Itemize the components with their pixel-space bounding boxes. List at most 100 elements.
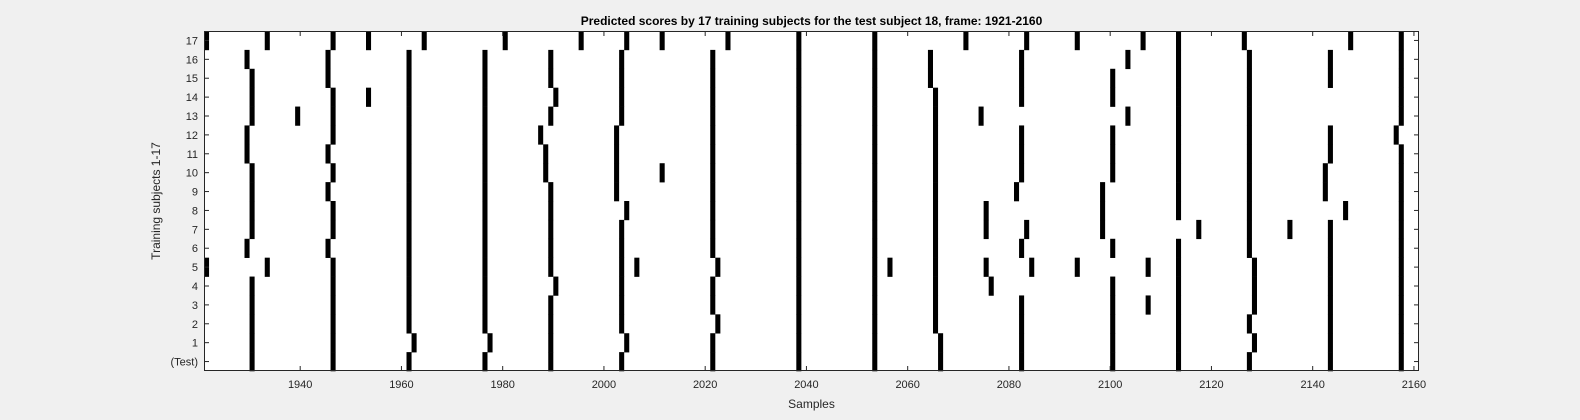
score-mark <box>715 314 721 334</box>
score-mark <box>1327 352 1333 372</box>
y-tick-label: 13 <box>186 111 198 123</box>
score-mark <box>933 295 939 315</box>
score-mark <box>1246 68 1252 88</box>
score-mark <box>1327 68 1333 88</box>
score-mark <box>1019 144 1025 164</box>
score-mark <box>1110 163 1116 183</box>
score-mark <box>244 144 250 164</box>
score-mark <box>1176 68 1182 88</box>
score-mark <box>502 31 508 51</box>
score-mark <box>330 352 336 372</box>
score-mark <box>872 49 878 70</box>
score-mark <box>482 125 488 145</box>
score-mark <box>1019 125 1025 145</box>
score-mark <box>796 238 802 258</box>
y-tick-label: 7 <box>192 224 198 236</box>
score-mark <box>249 314 255 334</box>
score-mark <box>1110 68 1116 88</box>
score-mark <box>249 87 255 107</box>
score-mark <box>710 201 716 221</box>
score-mark <box>1110 276 1116 296</box>
score-mark <box>1246 106 1252 126</box>
y-tick-label: 2 <box>192 319 198 331</box>
score-mark <box>1246 352 1252 372</box>
score-mark <box>1398 31 1404 51</box>
score-mark <box>1246 49 1252 70</box>
score-mark <box>1176 182 1182 202</box>
score-mark <box>482 68 488 88</box>
score-mark <box>1398 201 1404 221</box>
y-tick-label: 10 <box>186 168 198 180</box>
score-mark <box>1287 219 1293 240</box>
score-mark <box>1110 333 1116 353</box>
y-axis-label: Training subjects 1-17 <box>149 142 163 260</box>
score-mark <box>1327 333 1333 353</box>
score-mark <box>330 201 336 221</box>
score-mark <box>710 163 716 183</box>
score-mark <box>710 106 716 126</box>
score-mark <box>553 87 559 107</box>
score-mark <box>406 352 412 372</box>
score-mark <box>249 295 255 315</box>
score-mark <box>366 31 372 51</box>
score-mark <box>1348 31 1354 51</box>
score-mark <box>1246 163 1252 183</box>
score-mark <box>619 87 625 107</box>
score-mark <box>406 219 412 240</box>
score-mark <box>330 219 336 240</box>
score-mark <box>796 295 802 315</box>
score-mark <box>1176 333 1182 353</box>
score-mark <box>933 144 939 164</box>
score-mark <box>325 144 331 164</box>
score-mark <box>406 257 412 277</box>
score-mark <box>796 276 802 296</box>
score-mark <box>244 125 250 145</box>
score-mark <box>1110 125 1116 145</box>
score-mark <box>295 106 301 126</box>
score-mark <box>548 238 554 258</box>
score-mark <box>927 68 933 88</box>
score-mark <box>619 219 625 240</box>
score-mark <box>1145 257 1151 277</box>
score-mark <box>710 49 716 70</box>
score-mark <box>548 219 554 240</box>
score-mark <box>1176 163 1182 183</box>
score-mark <box>406 314 412 334</box>
score-mark <box>872 144 878 164</box>
y-tick-label: 12 <box>186 130 198 142</box>
score-mark <box>1176 125 1182 145</box>
score-mark <box>614 182 620 202</box>
score-mark <box>1140 31 1146 51</box>
score-mark <box>366 87 372 107</box>
score-mark <box>619 257 625 277</box>
score-mark <box>1246 314 1252 334</box>
score-mark <box>1246 201 1252 221</box>
score-mark <box>1019 352 1025 372</box>
score-mark <box>1019 314 1025 334</box>
score-mark <box>1100 182 1106 202</box>
score-mark <box>933 201 939 221</box>
score-mark <box>988 276 994 296</box>
score-mark <box>614 144 620 164</box>
score-mark <box>330 125 336 145</box>
score-mark <box>1251 295 1257 315</box>
score-mark <box>249 333 255 353</box>
score-mark <box>796 333 802 353</box>
score-mark <box>482 144 488 164</box>
score-mark <box>548 352 554 372</box>
plot-area <box>204 31 1419 371</box>
score-mark <box>1100 201 1106 221</box>
score-mark <box>330 163 336 183</box>
score-mark <box>619 295 625 315</box>
score-mark <box>330 276 336 296</box>
score-mark <box>1398 106 1404 126</box>
score-mark <box>872 163 878 183</box>
y-tick-label: 17 <box>186 35 198 47</box>
score-mark <box>872 201 878 221</box>
score-mark <box>249 68 255 88</box>
score-mark <box>482 219 488 240</box>
score-mark <box>482 201 488 221</box>
score-mark <box>710 295 716 315</box>
score-mark <box>406 144 412 164</box>
score-mark <box>482 295 488 315</box>
